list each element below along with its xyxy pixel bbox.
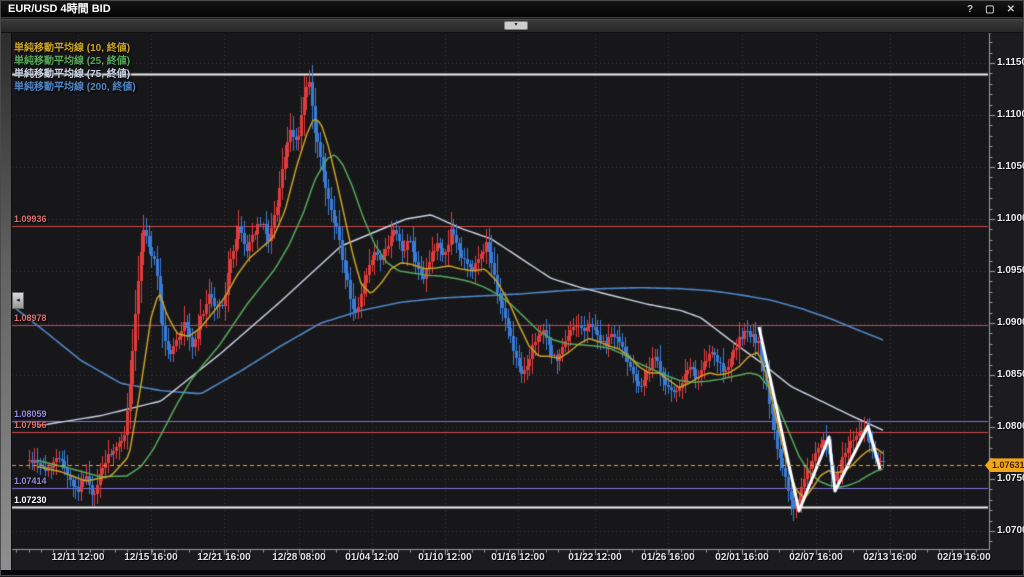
side-panel-toggle-button[interactable]: ◂ — [12, 292, 24, 309]
x-axis-label: 01/10 12:00 — [418, 552, 472, 563]
y-axis-label: 1.07500 — [997, 473, 1024, 484]
legend-sma200-label: 単純移動平均線 (200, 終値) — [14, 82, 136, 93]
level-line-label: 1.09936 — [14, 213, 47, 224]
y-axis-label: 1.07000 — [997, 525, 1024, 536]
left-splitter[interactable] — [1, 32, 12, 572]
y-axis-label: 1.08500 — [997, 369, 1024, 381]
y-axis-label: 1.10000 — [997, 213, 1024, 225]
level-line-label: 1.07230 — [14, 495, 47, 506]
x-axis-label: 02/19 16:00 — [937, 552, 991, 563]
legend-sma25-label: 単純移動平均線 (25, 終値) — [14, 56, 131, 67]
maximize-button[interactable]: ▢ — [985, 4, 995, 15]
legend-sma75-label: 単純移動平均線 (75, 終値) — [14, 69, 131, 80]
x-axis-label: 01/26 16:00 — [641, 552, 695, 563]
x-axis-label: 02/01 16:00 — [715, 552, 769, 563]
close-button[interactable]: ✕ — [1006, 4, 1015, 15]
legend-sma200-item[interactable]: 単純移動平均線 (200, 終値) — [14, 81, 136, 94]
x-axis-label: 12/11 12:00 — [51, 552, 105, 563]
x-axis-label: 01/22 12:00 — [568, 552, 622, 563]
current-price-value: 1.07631 — [992, 460, 1024, 471]
x-axis-label: 02/13 16:00 — [863, 552, 917, 563]
level-line-label: 1.08978 — [14, 313, 47, 324]
indicator-legend: 単純移動平均線 (10, 終値) 単純移動平均線 (25, 終値) 単純移動平均… — [14, 42, 136, 94]
legend-sma75-item[interactable]: 単純移動平均線 (75, 終値) — [14, 68, 136, 81]
x-axis-label: 12/15 16:00 — [124, 552, 178, 563]
help-button[interactable]: ? — [967, 4, 974, 15]
window-titlebar: EUR/USD 4時間 BID — [1, 1, 1023, 18]
y-axis-label: 1.11000 — [997, 109, 1024, 121]
level-line-label: 1.07956 — [14, 419, 47, 430]
window-bottom-edge — [1, 570, 1023, 575]
y-axis-label: 1.09500 — [997, 265, 1024, 277]
level-line-label: 1.07414 — [14, 475, 47, 486]
x-axis-label: 02/07 16:00 — [789, 552, 843, 563]
y-axis-label: 1.08000 — [997, 421, 1024, 432]
level-line-label: 1.08059 — [14, 408, 47, 419]
x-axis-label: 01/16 12:00 — [491, 552, 545, 563]
window-title: EUR/USD 4時間 BID — [8, 3, 111, 15]
current-price-tag: 1.07631 — [985, 458, 1024, 473]
x-axis-label: 12/21 16:00 — [197, 552, 251, 563]
y-axis-label: 1.10500 — [997, 161, 1024, 173]
x-axis-label: 12/28 08:00 — [272, 552, 326, 563]
legend-sma25-item[interactable]: 単純移動平均線 (25, 終値) — [14, 55, 136, 68]
legend-sma10-item[interactable]: 単純移動平均線 (10, 終値) — [14, 42, 136, 55]
splitter-collapse-button[interactable]: ▾ — [504, 21, 528, 30]
y-axis-label: 1.09000 — [997, 317, 1024, 329]
legend-sma10-label: 単純移動平均線 (10, 終値) — [14, 43, 131, 54]
x-axis-label: 01/04 12:00 — [345, 552, 399, 563]
window-controls: ? ▢ ✕ — [967, 1, 1015, 18]
y-axis-label: 1.11500 — [997, 57, 1024, 69]
